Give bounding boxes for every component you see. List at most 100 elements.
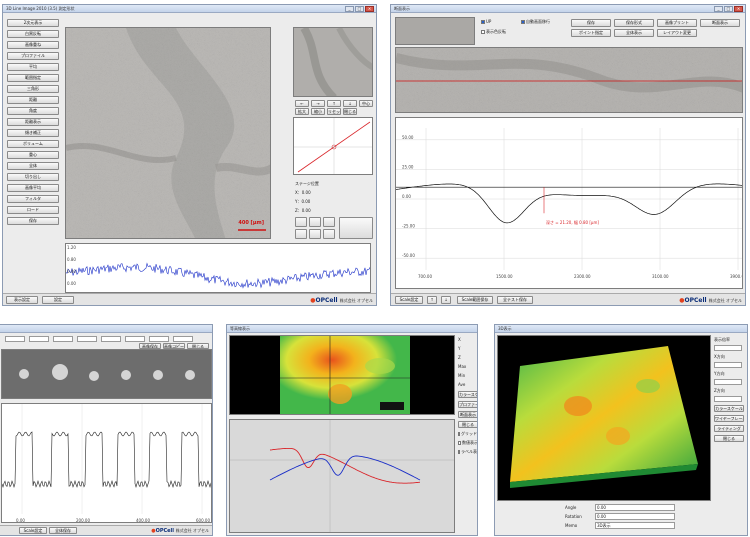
bottom-button[interactable]: ↑	[427, 296, 437, 304]
bottom-tab[interactable]: 設定	[42, 296, 74, 304]
option-checkbox[interactable]: 表示色反転	[481, 29, 506, 35]
nav-button[interactable]: リセット	[327, 108, 341, 115]
toolbar-button[interactable]: 保存	[571, 19, 611, 27]
side-button[interactable]: フィルタ	[7, 195, 59, 203]
nav-button[interactable]: →	[311, 100, 325, 107]
side-field[interactable]	[714, 362, 742, 368]
side-button[interactable]: 切り出し	[7, 173, 59, 181]
checkbox-icon[interactable]	[458, 441, 461, 445]
side-button[interactable]: 距離表示	[7, 118, 59, 126]
side-field[interactable]	[714, 345, 742, 351]
nav-button[interactable]: ←	[295, 100, 309, 107]
side-button[interactable]: 閉じる	[714, 435, 744, 442]
side-button[interactable]: プロファイル表示	[458, 401, 477, 408]
3d-surface-view[interactable]	[497, 335, 711, 501]
side-button[interactable]: 2次元表示	[7, 19, 59, 27]
checkbox-icon[interactable]	[521, 20, 525, 24]
toolbar-button[interactable]: 全体表示	[614, 29, 654, 37]
option-checkbox[interactable]: 自動画面移行	[521, 19, 550, 25]
minimize-icon[interactable]: _	[345, 5, 354, 12]
close-icon[interactable]: ×	[365, 5, 374, 12]
bottom-button[interactable]: Scale設定	[19, 527, 47, 534]
checkbox-icon[interactable]	[481, 19, 485, 24]
contour-map[interactable]	[229, 335, 455, 415]
nav-button[interactable]: ↑	[327, 100, 341, 107]
move-button[interactable]	[339, 217, 373, 239]
minimize-icon[interactable]: _	[714, 5, 723, 12]
toolbar-button[interactable]: 閉じる	[187, 343, 209, 349]
option-checkbox[interactable]: ラベル表示	[458, 449, 477, 455]
side-button[interactable]: 範囲指定	[7, 74, 59, 82]
nav-button[interactable]: ↓	[343, 100, 357, 107]
side-button[interactable]: 重心	[7, 151, 59, 159]
side-field[interactable]	[714, 379, 742, 385]
bottom-button[interactable]: Scale範囲保存	[457, 296, 493, 304]
nav-button[interactable]: 縮小	[311, 108, 325, 115]
side-button[interactable]: 保存	[7, 217, 59, 225]
cross-section-titlebar[interactable]: 断面表示 _ □ ×	[391, 5, 745, 13]
side-button[interactable]: ライティング	[714, 425, 744, 432]
bottom-button[interactable]: 全体保存	[49, 527, 77, 534]
side-button[interactable]: ボリューム	[7, 140, 59, 148]
side-button[interactable]: 画像平均	[7, 184, 59, 192]
toolbar-button[interactable]: レイアウト変更	[657, 29, 697, 37]
cross-section-image[interactable]	[395, 47, 743, 113]
toolbar-field[interactable]	[5, 336, 25, 342]
checkbox-icon[interactable]	[481, 30, 485, 34]
jog-button[interactable]	[323, 229, 335, 239]
checkbox-icon[interactable]	[458, 450, 460, 454]
side-button[interactable]: 三角形	[7, 85, 59, 93]
side-button[interactable]: ロード	[7, 206, 59, 214]
side-button[interactable]: プロファイル	[7, 52, 59, 60]
nav-button[interactable]: 閉じる	[343, 108, 357, 115]
toolbar-field[interactable]	[173, 336, 193, 342]
checkbox-icon[interactable]	[458, 432, 460, 436]
spot-image[interactable]	[1, 349, 212, 399]
measurement-window-titlebar[interactable]: 3D Line Image 2010 (3.5) 測定形状 _ □ ×	[3, 5, 376, 13]
toolbar-button[interactable]: 断面表示	[700, 19, 740, 27]
thumbnail-view[interactable]	[293, 27, 373, 97]
close-icon[interactable]: ×	[734, 5, 743, 12]
spot-profile-titlebar[interactable]	[0, 325, 212, 333]
side-button[interactable]: 断面表示	[458, 411, 477, 418]
info-value[interactable]: 3D表示	[595, 522, 675, 529]
toolbar-field[interactable]	[149, 336, 169, 342]
option-checkbox[interactable]: UP	[481, 19, 491, 24]
side-button[interactable]: 距離	[7, 96, 59, 104]
option-checkbox[interactable]: 数値表示	[458, 440, 477, 446]
side-button[interactable]: ワイヤーフレーム	[714, 415, 744, 422]
preview-thumbnail[interactable]	[395, 17, 475, 45]
toolbar-button[interactable]: 保存形式	[614, 19, 654, 27]
side-field[interactable]	[714, 396, 742, 402]
side-button[interactable]: 白黒反転	[7, 30, 59, 38]
bottom-tab[interactable]: 表示設定	[6, 296, 38, 304]
toolbar-button[interactable]: 画像コピー	[163, 343, 185, 349]
jog-button[interactable]	[295, 217, 307, 227]
toolbar-field[interactable]	[29, 336, 49, 342]
maximize-icon[interactable]: □	[724, 5, 733, 12]
toolbar-button[interactable]: 画像保存	[139, 343, 161, 349]
toolbar-field[interactable]	[101, 336, 121, 342]
jog-button[interactable]	[295, 229, 307, 239]
jog-button[interactable]	[323, 217, 335, 227]
bottom-button[interactable]: 全テスト保存	[497, 296, 533, 304]
toolbar-field[interactable]	[53, 336, 73, 342]
nav-button[interactable]: 拡大	[295, 108, 309, 115]
jog-button[interactable]	[309, 217, 321, 227]
side-button[interactable]: カラースケール	[458, 391, 477, 398]
maximize-icon[interactable]: □	[355, 5, 364, 12]
jog-button[interactable]	[309, 229, 321, 239]
side-button[interactable]: 閉じる	[458, 421, 477, 428]
toolbar-button[interactable]: 画像プリント	[657, 19, 697, 27]
3d-view-titlebar[interactable]: 3D表示	[495, 325, 747, 333]
bottom-button[interactable]: Scale設定	[395, 296, 423, 304]
toolbar-button[interactable]: ポイント指定	[571, 29, 611, 37]
nav-button[interactable]: 中心	[359, 100, 373, 107]
microscope-image[interactable]: 400 [μm]	[65, 27, 271, 239]
bottom-button[interactable]: ↓	[441, 296, 451, 304]
info-value[interactable]: 0.00	[595, 513, 675, 520]
side-button[interactable]: 平均	[7, 63, 59, 71]
option-checkbox[interactable]: グリッド表示	[458, 431, 477, 437]
side-button[interactable]: 全体	[7, 162, 59, 170]
info-value[interactable]: 0.00	[595, 504, 675, 511]
